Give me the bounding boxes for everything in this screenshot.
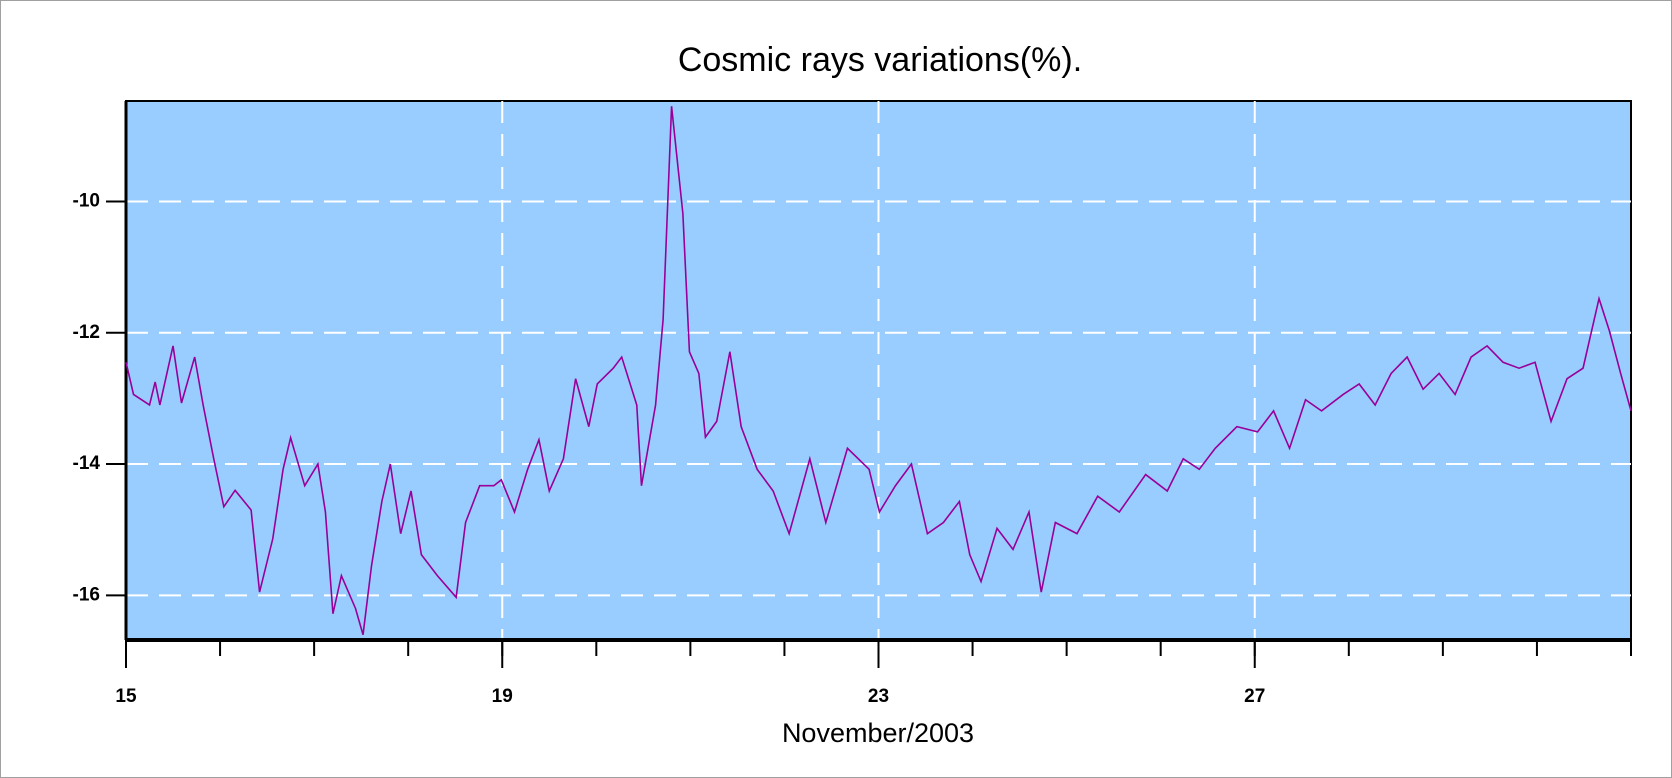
x-tick-label: 27: [1244, 686, 1265, 707]
data-line: [125, 106, 1632, 635]
x-axis-label: November/2003: [782, 718, 974, 748]
y-tick-label: -12: [73, 322, 100, 343]
x-tick-label: 19: [492, 686, 513, 707]
x-tick-label: 15: [115, 686, 137, 707]
y-tick-label: -10: [73, 190, 100, 211]
x-tick-label: 23: [868, 686, 889, 707]
y-tick-label: -14: [73, 453, 101, 474]
chart-title: Cosmic rays variations(%).: [678, 41, 1082, 79]
y-tick-label: -16: [73, 584, 100, 605]
